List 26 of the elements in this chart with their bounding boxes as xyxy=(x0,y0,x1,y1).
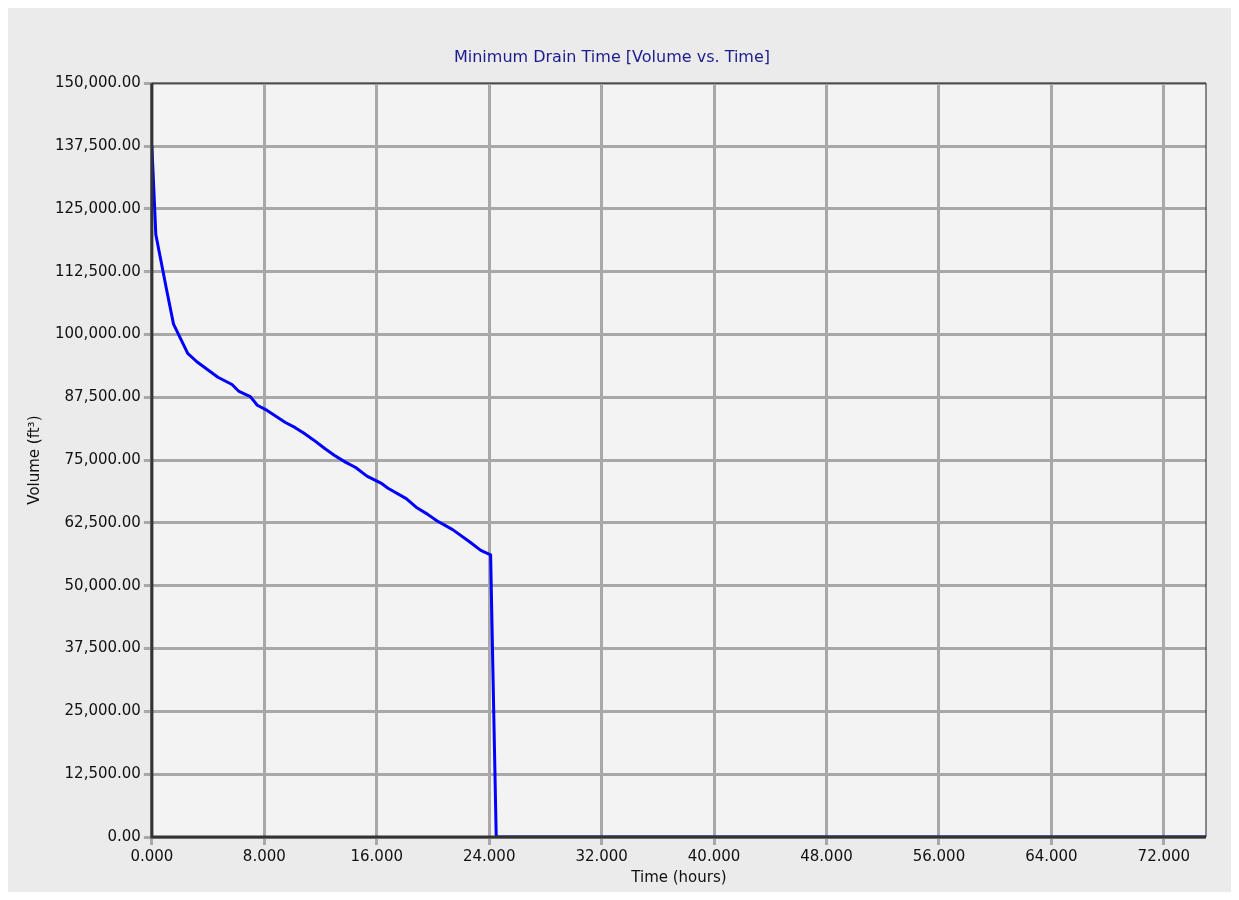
y-axis-title: Volume (ft³) xyxy=(24,415,43,505)
x-tick-label: 72.000 xyxy=(1137,846,1191,865)
y-tick-label: 62,500.00 xyxy=(64,512,141,531)
y-tick-label: 25,000.00 xyxy=(64,701,141,720)
y-tick-label: 37,500.00 xyxy=(64,638,141,657)
y-tick-label: 50,000.00 xyxy=(64,575,141,594)
y-tick-label: 150,000.00 xyxy=(54,73,141,92)
x-tick-label: 24.000 xyxy=(462,846,516,865)
x-tick-label: 32.000 xyxy=(575,846,628,865)
chart-title: Minimum Drain Time [Volume vs. Time] xyxy=(453,46,771,66)
x-tick-label: 16.000 xyxy=(350,846,404,865)
x-tick-label: 40.000 xyxy=(687,846,741,865)
y-tick-label: 87,500.00 xyxy=(64,387,141,406)
x-tick-label: 56.000 xyxy=(912,846,966,865)
y-tick-label: 12,500.00 xyxy=(64,764,141,783)
x-tick-label: 64.000 xyxy=(1025,846,1078,865)
x-tick-label: 48.000 xyxy=(800,846,853,865)
y-tick-label: 137,500.00 xyxy=(54,135,141,154)
y-tick-label: 112,500.00 xyxy=(54,261,141,280)
x-axis-title: Time (hours) xyxy=(630,867,727,886)
y-tick-label: 0.00 xyxy=(107,826,141,845)
x-tick-label: 0.000 xyxy=(130,846,174,865)
y-tick-label: 75,000.00 xyxy=(64,449,141,468)
x-tick-label: 8.000 xyxy=(242,846,286,865)
y-tick-label: 125,000.00 xyxy=(54,198,141,217)
y-tick-label: 100,000.00 xyxy=(54,324,141,343)
